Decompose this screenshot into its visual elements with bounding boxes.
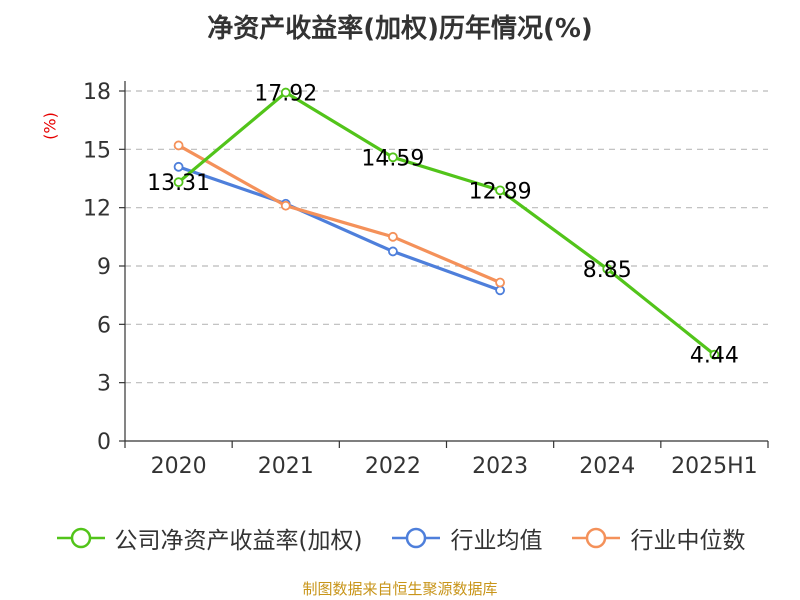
legend-item-industry-mean[interactable]: 行业均值 xyxy=(390,521,542,555)
chart-title: 净资产收益率(加权)历年情况(%) xyxy=(207,14,593,44)
series-line xyxy=(177,144,501,284)
data-point xyxy=(173,177,184,188)
y-tick-label: 3 xyxy=(97,372,111,397)
grid-lines xyxy=(125,90,768,384)
x-tick-label: 2022 xyxy=(365,454,421,479)
y-tick-label: 15 xyxy=(83,138,111,163)
data-point xyxy=(173,140,184,151)
data-labels: 13.31 17.92 14.59 12.89 8.85 4.44 xyxy=(147,82,739,369)
data-point xyxy=(709,349,720,360)
legend-swatch-industry-mean xyxy=(392,527,441,549)
x-tick-label: 2025H1 xyxy=(671,454,758,479)
source-note: 制图数据来自恒生聚源数据库 xyxy=(302,580,498,598)
legend-item-company[interactable]: 公司净资产收益率(加权) xyxy=(55,521,363,555)
x-tick-label: 2021 xyxy=(258,454,314,479)
x-tick-label: 2024 xyxy=(579,454,635,479)
data-label: 14.59 xyxy=(361,146,424,171)
data-point xyxy=(602,264,613,274)
data-point xyxy=(495,185,505,196)
data-point xyxy=(388,231,398,242)
data-point xyxy=(388,152,398,163)
data-point xyxy=(173,161,184,172)
y-tick-label: 18 xyxy=(83,80,111,105)
data-point xyxy=(495,277,505,288)
y-tick-label: 12 xyxy=(83,197,111,222)
legend-item-industry-median[interactable]: 行业中位数 xyxy=(570,521,745,555)
data-point xyxy=(495,285,505,296)
legend-label-industry-mean: 行业均值 xyxy=(450,528,543,554)
y-tick-label: 6 xyxy=(97,313,111,338)
chart-plot: 0 3 6 9 12 15 18 2020 2021 2022 2023 2024 2025H1 13.… xyxy=(83,80,769,479)
data-point xyxy=(280,87,291,98)
data-label: 4.44 xyxy=(690,344,739,369)
data-label: 13.31 xyxy=(147,171,210,196)
y-tick-label: 9 xyxy=(97,255,111,280)
data-point xyxy=(280,200,291,211)
y-tick-label: 0 xyxy=(97,430,111,455)
data-label: 8.85 xyxy=(583,258,632,283)
series-line xyxy=(178,165,501,292)
data-point xyxy=(388,246,398,257)
x-tick-label: 2020 xyxy=(151,454,207,479)
data-label: 17.92 xyxy=(254,82,317,107)
data-label: 12.89 xyxy=(469,179,532,204)
x-tick-label: 2023 xyxy=(472,454,528,479)
legend-swatch-industry-median xyxy=(572,527,621,549)
series-lines xyxy=(173,87,720,360)
legend-label-company: 公司净资产收益率(加权) xyxy=(114,528,363,554)
legend-swatch-company xyxy=(56,527,105,549)
axes: 0 3 6 9 12 15 18 2020 2021 2022 2023 2024 2025H1 xyxy=(83,80,769,479)
legend-label-industry-median: 行业中位数 xyxy=(630,528,746,554)
legend: 公司净资产收益率(加权) 行业均值 行业中位数 xyxy=(0,520,800,556)
series-line xyxy=(177,90,716,356)
